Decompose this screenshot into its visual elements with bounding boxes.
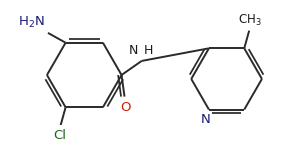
Text: Cl: Cl [53, 129, 66, 142]
Text: O: O [120, 101, 131, 114]
Text: N: N [201, 113, 211, 127]
Text: N: N [128, 44, 138, 57]
Text: H: H [144, 44, 153, 57]
Text: CH$_3$: CH$_3$ [238, 13, 262, 28]
Text: H$_2$N: H$_2$N [18, 15, 45, 30]
